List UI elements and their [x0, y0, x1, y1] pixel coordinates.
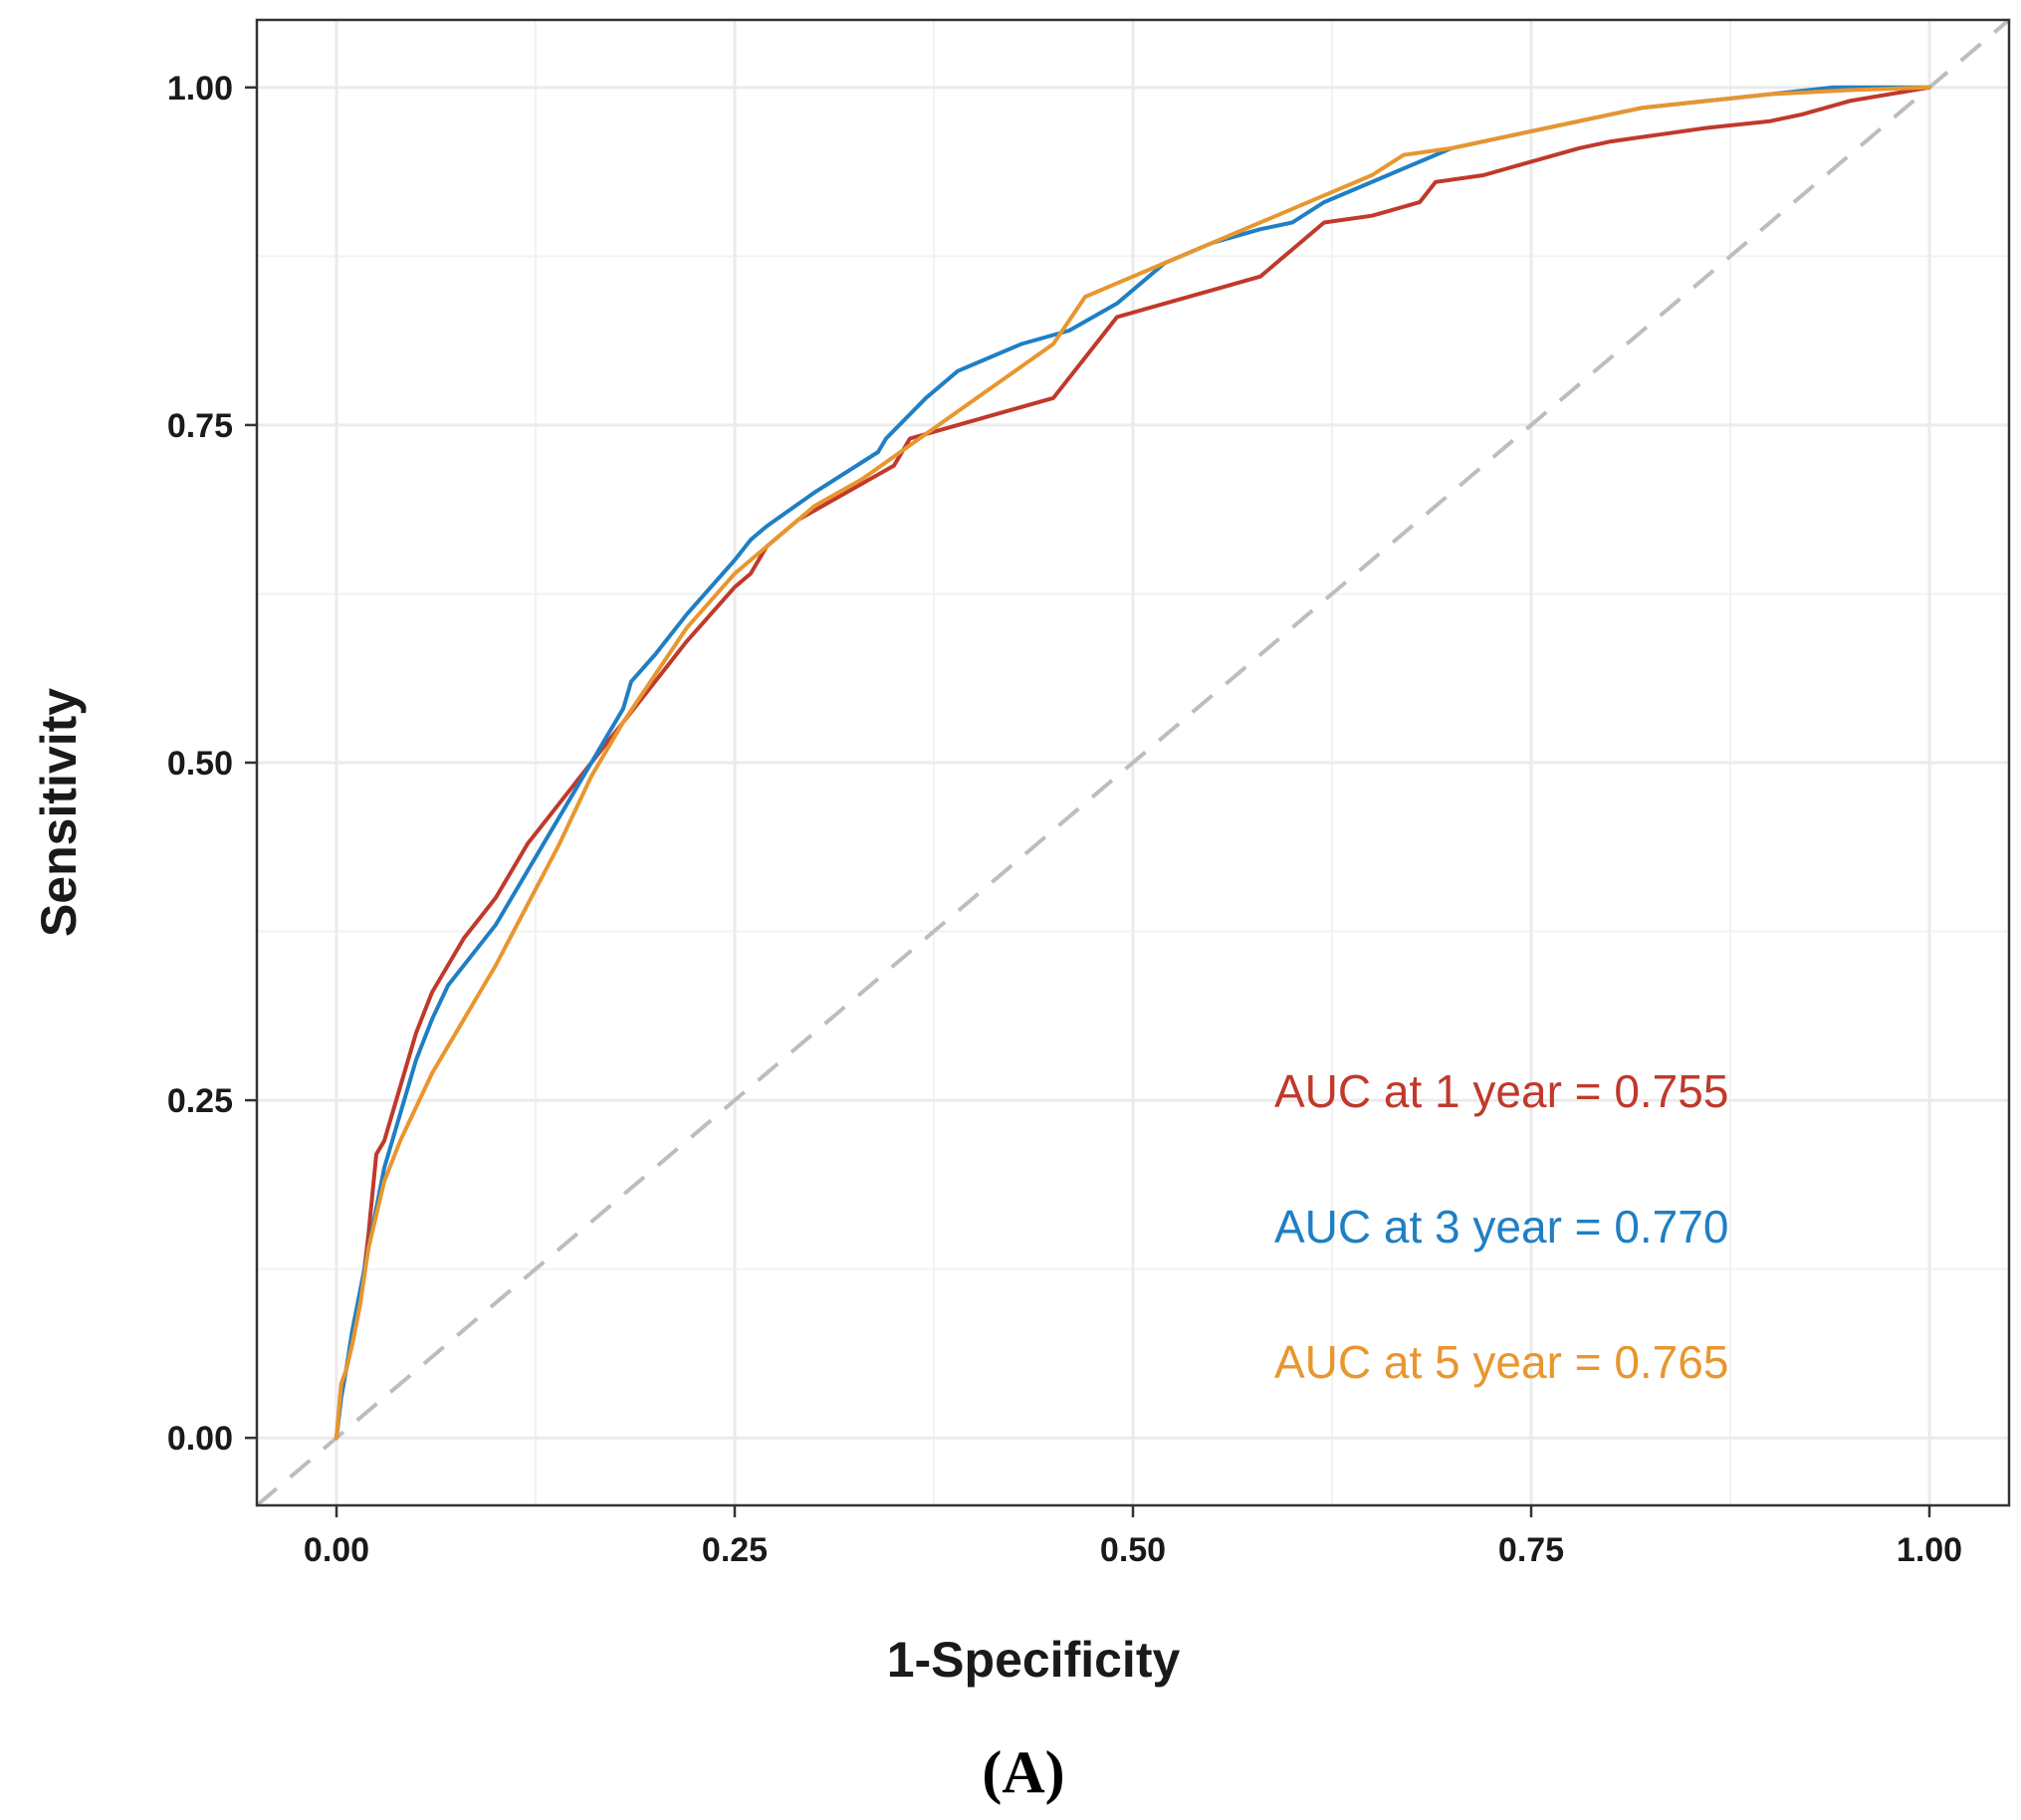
auc-annotation: AUC at 1 year = 0.755 [1274, 1065, 1728, 1117]
x-tick-label: 0.75 [1498, 1531, 1564, 1569]
y-tick-label: 0.00 [167, 1420, 233, 1458]
y-axis-ticks: 0.00 0.25 0.50 0.75 1.00 [167, 70, 257, 1458]
y-tick-label: 0.50 [167, 745, 233, 783]
y-axis-title: Sensitivity [31, 688, 87, 937]
roc-series-3-year [335, 85, 1931, 1441]
auc-annotation: AUC at 3 year = 0.770 [1274, 1201, 1728, 1252]
panel-label: (A) [982, 1739, 1064, 1805]
x-tick-label: 0.25 [702, 1531, 768, 1569]
roc-series-5-year [335, 85, 1931, 1441]
y-tick-label: 0.25 [167, 1082, 233, 1120]
x-axis-ticks: 0.00 0.25 0.50 0.75 1.00 [304, 1505, 1962, 1569]
auc-annotation: AUC at 5 year = 0.765 [1274, 1336, 1728, 1388]
reference-diagonal [255, 18, 2011, 1507]
y-tick-label: 1.00 [167, 70, 233, 108]
x-axis-title: 1-Specificity [887, 1632, 1181, 1688]
x-tick-label: 1.00 [1897, 1531, 1962, 1569]
series-layer [335, 85, 1931, 1441]
roc-series-1-year [335, 85, 1931, 1441]
reference-diagonal-line [255, 18, 2011, 1507]
y-tick-label: 0.75 [167, 407, 233, 445]
x-tick-label: 0.50 [1100, 1531, 1166, 1569]
x-tick-label: 0.00 [304, 1531, 369, 1569]
auc-annotations: AUC at 1 year = 0.755 AUC at 3 year = 0.7… [1274, 1065, 1728, 1388]
